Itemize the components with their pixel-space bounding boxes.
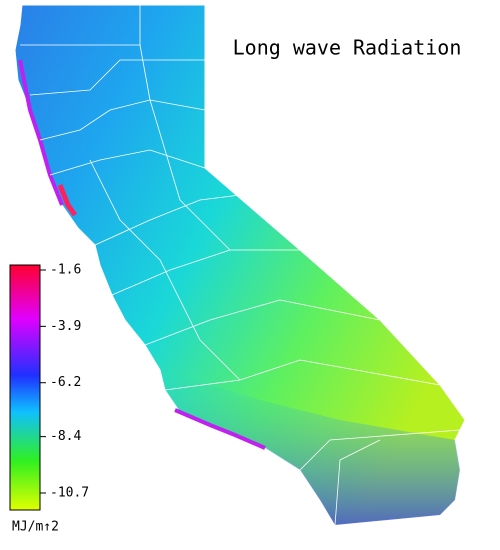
colorbar-gradient bbox=[9, 264, 41, 511]
colorbar-tick-label: -10.7 bbox=[50, 486, 89, 501]
map-title: Long wave Radiation bbox=[233, 36, 462, 60]
colorbar-tick-label: -6.2 bbox=[50, 375, 81, 390]
socal-highlight bbox=[174, 408, 266, 450]
colorbar: -1.6 -3.9 -6.2 -8.4 -10.7 bbox=[9, 263, 89, 511]
colorbar-tick-label: -1.6 bbox=[50, 263, 81, 278]
colorbar-tick-label: -3.9 bbox=[50, 319, 81, 334]
bay-highlight bbox=[57, 184, 78, 217]
colorbar-unit: MJ/m↑2 bbox=[12, 520, 59, 535]
south-coast-shade bbox=[160, 370, 460, 525]
county-lines bbox=[20, 5, 461, 526]
california-map bbox=[14, 4, 466, 526]
colorbar-tick-label: -8.4 bbox=[50, 429, 81, 444]
